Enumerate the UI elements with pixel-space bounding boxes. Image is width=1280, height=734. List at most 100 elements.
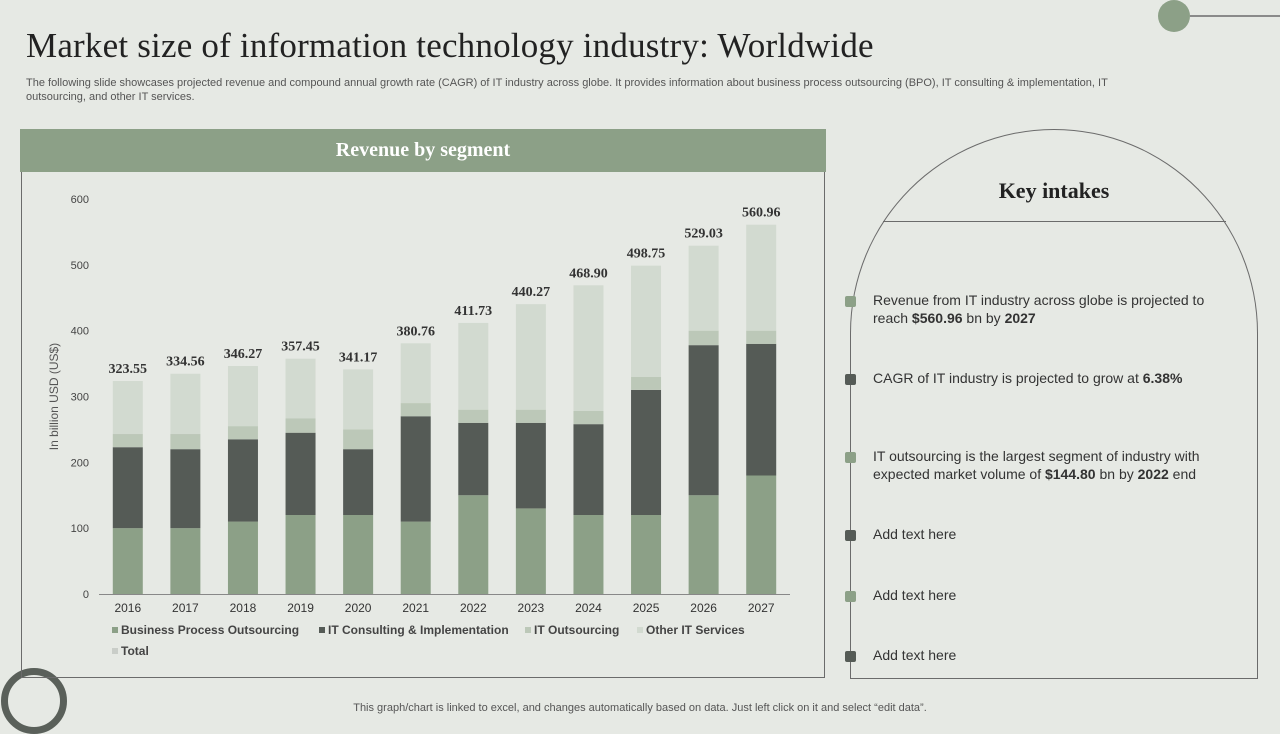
bar-segment (343, 369, 374, 430)
bullet-icon (845, 530, 856, 541)
key-intake-text: CAGR of IT industry is projected to grow… (873, 369, 1213, 387)
bar-segment (285, 515, 316, 594)
bar-segment (515, 304, 546, 410)
bar-segment (746, 224, 777, 331)
bar-segment (746, 330, 777, 344)
intake-text-part: end (1168, 466, 1197, 482)
total-label: 357.45 (281, 340, 320, 355)
total-label: 346.27 (224, 347, 263, 362)
bar-segment (631, 376, 662, 390)
bar-segment (285, 358, 316, 419)
total-label: 341.17 (339, 350, 378, 365)
bar-segment (688, 495, 719, 594)
bar-segment (515, 422, 546, 509)
intake-bold-value: $560.96 (911, 310, 963, 326)
bar-segment (515, 409, 546, 423)
footer-note: This graph/chart is linked to excel, and… (353, 702, 927, 714)
x-tick-label: 2023 (518, 601, 545, 615)
decorative-line (1190, 15, 1280, 17)
intake-text-part: Add text here (873, 526, 957, 542)
bar-segment (573, 410, 604, 425)
bar-segment (112, 528, 143, 594)
intake-text-part: Add text here (873, 587, 957, 603)
y-tick-label: 300 (71, 392, 89, 404)
intake-text-part: CAGR of IT industry is projected to grow… (873, 370, 1143, 386)
bar-segment (170, 528, 201, 594)
bullet-icon (845, 591, 856, 602)
intake-bold-value: 6.38% (1142, 370, 1183, 386)
bar-segment (631, 389, 662, 515)
x-tick-label: 2027 (748, 601, 775, 615)
bar-segment (573, 515, 604, 594)
intake-text-part: Add text here (873, 647, 957, 663)
legend-swatch (112, 648, 118, 654)
intake-bold-value: 2022 (1137, 466, 1169, 482)
bar-segment (170, 373, 201, 435)
bar-segment (343, 429, 374, 450)
total-label: 468.90 (569, 266, 608, 281)
legend-swatch (525, 627, 531, 633)
total-label: 440.27 (512, 285, 551, 300)
y-tick-label: 500 (71, 260, 89, 272)
bar-segment (688, 245, 719, 331)
bar-segment (458, 422, 489, 496)
x-tick-label: 2017 (172, 601, 199, 615)
bar-segment (285, 432, 316, 515)
revenue-chart[interactable]: 0 100 200 300 400 500 600 In billion USD (US$) 3… (22, 172, 826, 678)
legend-label: Other IT Services (646, 623, 745, 637)
total-label: 529.03 (684, 227, 723, 242)
bar-segment (227, 439, 258, 522)
bar-segment (400, 416, 431, 522)
key-intake-text: IT outsourcing is the largest segment of… (873, 447, 1213, 483)
bar-segment (112, 447, 143, 529)
bar-segment (631, 265, 662, 377)
key-intakes-divider (883, 221, 1226, 222)
total-label: 411.73 (454, 304, 492, 319)
y-axis-title: In billion USD (US$) (47, 343, 61, 450)
arch-bottom-line (850, 678, 1258, 679)
bullet-icon (845, 296, 856, 307)
key-intake-text: Add text here (873, 646, 1213, 664)
key-intake-text: Revenue from IT industry across globe is… (873, 291, 1213, 327)
legend-label: IT Outsourcing (534, 623, 619, 637)
bar-segment (400, 343, 431, 404)
key-intake-text: Add text here (873, 586, 1213, 604)
intake-text-part: bn by (962, 310, 1005, 326)
bar-segment (400, 521, 431, 594)
bar-segment (746, 343, 777, 476)
bar-segment (112, 434, 143, 448)
bar-segment (688, 330, 719, 346)
total-label: 498.75 (627, 247, 666, 262)
bullet-icon (845, 651, 856, 662)
x-tick-label: 2019 (287, 601, 314, 615)
intake-text-part: bn by (1095, 466, 1138, 482)
intake-text-part: Revenue from IT industry across globe is… (873, 292, 1205, 326)
y-tick-label: 0 (83, 589, 89, 601)
y-tick-label: 100 (71, 523, 89, 535)
legend-label: IT Consulting & Implementation (328, 623, 509, 637)
total-label: 380.76 (396, 324, 435, 339)
bar-segment (170, 449, 201, 529)
bar-segment (227, 426, 258, 440)
bar-segment (343, 449, 374, 515)
total-label: 334.56 (166, 355, 205, 370)
chart-box: 0 100 200 300 400 500 600 In billion USD (US$) 3… (21, 172, 825, 678)
total-label: 323.55 (109, 362, 148, 377)
x-tick-label: 2024 (575, 601, 602, 615)
legend-swatch (112, 627, 118, 633)
bar-segment (400, 403, 431, 417)
bullet-icon (845, 452, 856, 463)
key-intake-text: Add text here (873, 525, 1213, 543)
key-intakes-title: Key intakes (998, 178, 1110, 203)
legend-swatch (637, 627, 643, 633)
x-tick-label: 2025 (633, 601, 660, 615)
intake-bold-value: 2027 (1004, 310, 1036, 326)
bar-segment (746, 475, 777, 594)
bar-segment (227, 521, 258, 594)
x-tick-label: 2018 (230, 601, 257, 615)
intake-text-part: IT outsourcing is the largest segment of… (873, 448, 1200, 482)
bar-segment (170, 434, 201, 450)
chart-header: Revenue by segment (20, 129, 826, 172)
total-label: 560.96 (742, 206, 781, 221)
legend-label: Business Process Outsourcing (121, 623, 299, 637)
